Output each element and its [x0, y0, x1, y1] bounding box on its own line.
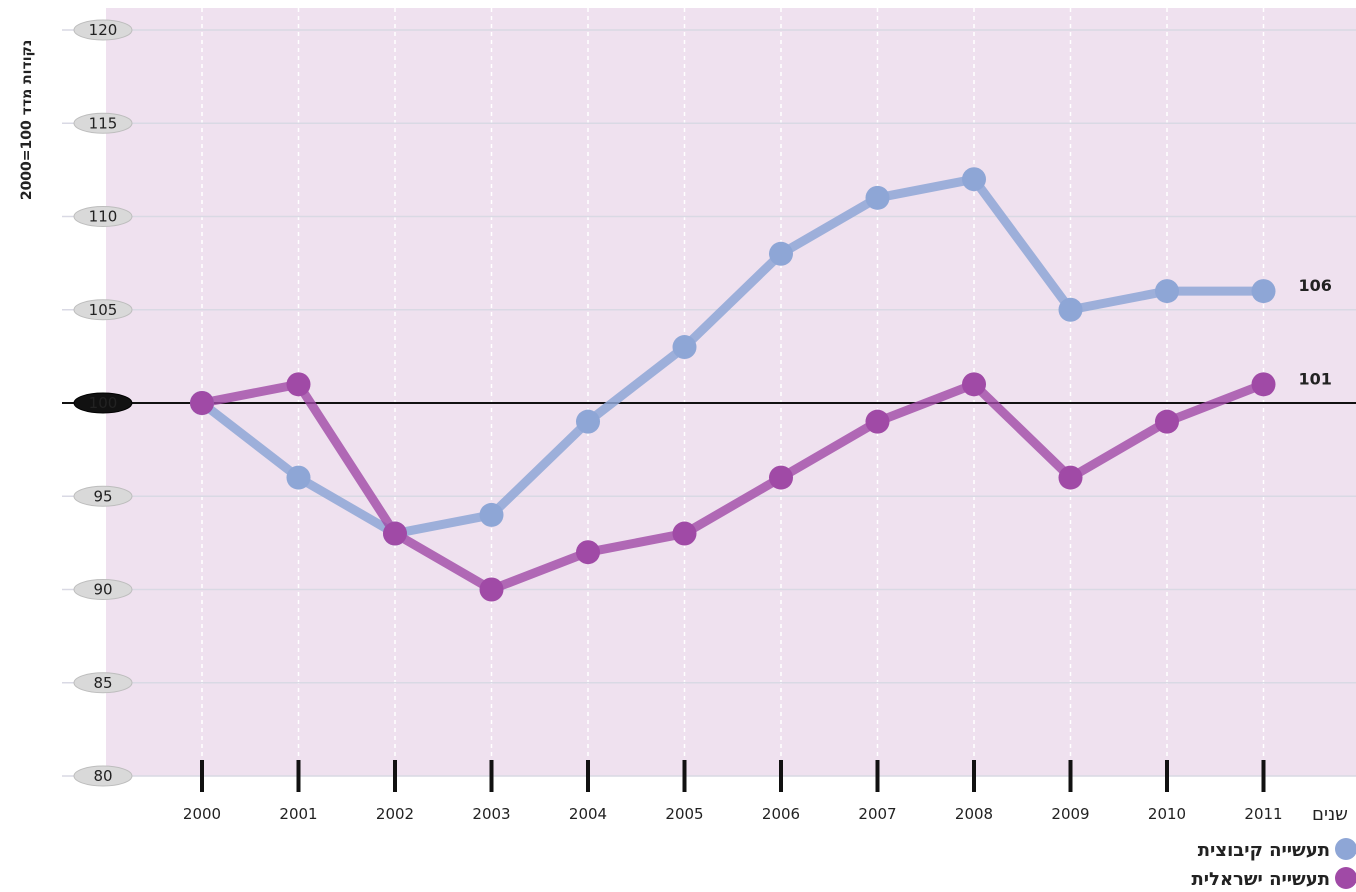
data-point	[1058, 297, 1083, 322]
legend-label-israel: תעשייה ישראלית	[1191, 869, 1330, 890]
data-point	[1155, 279, 1179, 304]
y-tick-pill	[73, 672, 133, 694]
y-tick-label: 105	[89, 301, 118, 319]
data-point	[1251, 279, 1276, 304]
y-tick: 90	[73, 579, 133, 600]
data-point	[1251, 372, 1276, 397]
y-tick: 115	[73, 112, 133, 134]
x-tick-label: 2001	[279, 805, 317, 823]
data-point	[1058, 465, 1083, 490]
x-tick-label: 2005	[665, 805, 703, 823]
y-tick-label: 90	[93, 581, 112, 599]
series-end-label: 101	[1299, 369, 1332, 388]
x-tick-label: 2000	[183, 805, 221, 823]
y-tick: 80	[73, 765, 133, 787]
y-tick: 100	[73, 392, 133, 414]
y-tick-label: 110	[89, 208, 118, 226]
y-axis-label: נקודות מדד 100=2000	[19, 40, 35, 200]
y-tick-pill	[73, 112, 133, 134]
y-tick: 120	[73, 19, 133, 41]
y-tick-label: 120	[89, 21, 118, 39]
data-point	[672, 521, 697, 546]
series-layer	[190, 167, 1276, 602]
data-point	[672, 335, 697, 360]
data-point	[286, 372, 311, 397]
series-1	[197, 379, 1268, 594]
y-tick-pill	[73, 392, 133, 414]
y-tick: 95	[73, 485, 133, 507]
x-tick-label: 2006	[762, 805, 800, 823]
series-end-label: 106	[1299, 276, 1332, 295]
y-tick-label: 95	[93, 487, 112, 505]
x-tick-label: 2004	[569, 805, 607, 823]
x-tick-label: 2008	[955, 805, 993, 823]
x-axis-label: שנים	[1312, 804, 1348, 825]
y-tick-label: 85	[93, 674, 112, 692]
data-point	[286, 465, 311, 490]
data-point	[865, 409, 890, 434]
y-tick-pill	[73, 765, 133, 787]
y-tick: 110	[73, 206, 133, 227]
y-tick: 85	[73, 672, 133, 694]
x-tick-label: 2010	[1148, 805, 1186, 823]
data-point	[962, 167, 986, 192]
y-tick-pill	[73, 19, 133, 41]
plot-background	[106, 8, 1356, 776]
y-tick-label: 115	[89, 114, 118, 132]
series-line	[197, 379, 1268, 594]
series-points-1	[190, 372, 1276, 602]
legend-label-kibbutz: תעשייה קיבוצית	[1198, 840, 1330, 861]
legend-marker-israel	[1335, 867, 1356, 889]
y-tick-label: 100	[89, 394, 118, 412]
y-tick-label: 80	[93, 767, 112, 785]
x-axis: 2000 2001 2002 2003 2004 2005 2006 2007 2008 2009…	[183, 760, 1283, 823]
data-point	[479, 577, 504, 602]
x-tick-label: 2003	[472, 805, 510, 823]
y-axis: 80 85 90 95 100 105 110 115 120	[73, 19, 133, 787]
y-tick-pill	[73, 299, 133, 321]
x-tick-label: 2009	[1051, 805, 1089, 823]
x-tick-label: 2002	[376, 805, 414, 823]
legend: תעשייה קיבוצית תעשייה ישראלית	[1191, 838, 1356, 890]
data-point	[1155, 409, 1179, 434]
x-tick-label: 2011	[1244, 805, 1282, 823]
y-tick-pill	[73, 206, 133, 227]
y-tick-pill	[73, 579, 133, 600]
data-point	[190, 391, 214, 415]
data-point	[865, 185, 890, 210]
data-point	[383, 521, 407, 546]
data-point	[479, 502, 504, 527]
data-point	[576, 409, 600, 434]
data-point	[962, 372, 986, 397]
x-tick-label: 2007	[858, 805, 896, 823]
series-line	[197, 174, 1268, 539]
data-point	[769, 241, 793, 266]
y-tick: 105	[73, 299, 133, 321]
data-point	[769, 465, 793, 490]
grid-lines	[62, 8, 1356, 777]
end-labels: 106 101	[1299, 276, 1332, 388]
legend-marker-kibbutz	[1335, 838, 1356, 860]
series-0	[197, 174, 1268, 539]
y-tick-pill	[73, 485, 133, 507]
data-point	[576, 540, 600, 565]
